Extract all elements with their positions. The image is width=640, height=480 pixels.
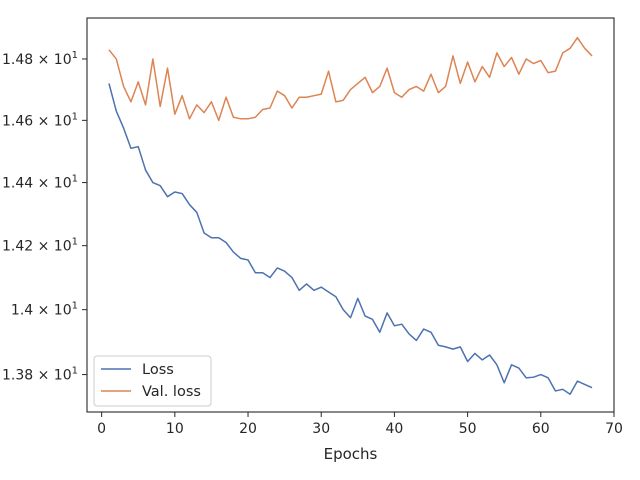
- y-tick-label: 1.38 × 101: [2, 366, 78, 384]
- y-tick-label: 1.48 × 101: [2, 50, 78, 68]
- x-tick-label: 70: [605, 421, 623, 437]
- x-axis-label: Epochs: [324, 445, 378, 463]
- legend-label-val-loss: Val. loss: [142, 384, 201, 400]
- legend-label-loss: Loss: [142, 362, 174, 378]
- x-tick-label: 10: [166, 421, 184, 437]
- series-line-loss: [108, 83, 593, 395]
- x-tick-label: 30: [312, 421, 330, 437]
- y-tick-label: 1.4 × 101: [11, 301, 78, 319]
- x-tick-label: 0: [97, 421, 106, 437]
- x-tick-label: 20: [239, 421, 257, 437]
- y-axis: 1.38 × 101 1.4 × 101 1.42 × 101 1.44 × 101 1…: [2, 50, 87, 384]
- y-tick-label: 1.44 × 101: [2, 174, 78, 192]
- series-lines: [108, 36, 593, 395]
- legend: Loss Val. loss: [93, 355, 212, 407]
- plot-frame: [86, 17, 615, 413]
- x-tick-label: 40: [386, 421, 404, 437]
- x-tick-label: 60: [532, 421, 550, 437]
- plot-area: [87, 18, 614, 412]
- y-tick-label: 1.46 × 101: [2, 111, 78, 129]
- x-tick-label: 50: [459, 421, 477, 437]
- y-tick-label: 1.42 × 101: [2, 237, 78, 255]
- x-axis: 0 10 20 30 40 50 60 70: [97, 412, 623, 437]
- series-line-val-loss: [108, 36, 593, 122]
